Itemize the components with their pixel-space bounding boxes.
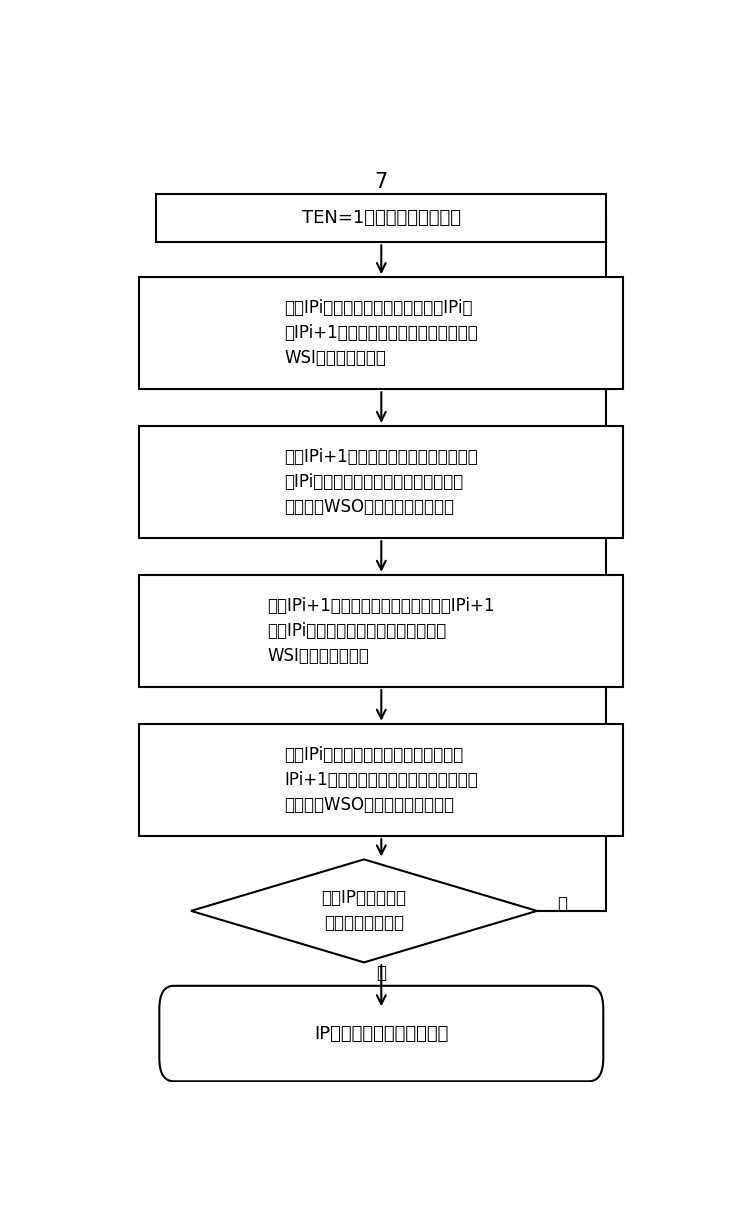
- Bar: [156, 193, 606, 242]
- Text: 选中IPi核的边缘封装单元链路，由其将
IPi+1核通过互连线传送来的信号移位至
系统层的WSO端，进行故障判断。: 选中IPi核的边缘封装单元链路，由其将 IPi+1核通过互连线传送来的信号移位至…: [284, 745, 478, 814]
- Text: IP核核间连线故障测试结束: IP核核间连线故障测试结束: [314, 1025, 449, 1042]
- FancyBboxPatch shape: [159, 986, 603, 1081]
- Text: 7: 7: [375, 171, 388, 191]
- Bar: [139, 277, 623, 389]
- Text: 选中IPi核的边缘封装单元链路，将IPi核
至IPi+1核的连线故障测试码由系统层的
WSI端输入该链路。: 选中IPi核的边缘封装单元链路，将IPi核 至IPi+1核的连线故障测试码由系统…: [284, 299, 478, 367]
- Text: 是: 是: [376, 964, 386, 981]
- Bar: [139, 724, 623, 835]
- Bar: [139, 426, 623, 539]
- Polygon shape: [191, 860, 537, 962]
- Text: 其它IP核核间连线
故障测试完成否？: 其它IP核核间连线 故障测试完成否？: [321, 889, 406, 933]
- Text: 选中IPi+1核的边缘封装单元链路，由其
将IPi核通过互连线传送来的信号移位至
系统层的WSO端，进行故障判断。: 选中IPi+1核的边缘封装单元链路，由其 将IPi核通过互连线传送来的信号移位至…: [284, 447, 478, 516]
- Text: 选中IPi+1核的边缘封装单元链路，将IPi+1
核至IPi核的连线故障测试码由系统层的
WSI端输入该链路。: 选中IPi+1核的边缘封装单元链路，将IPi+1 核至IPi核的连线故障测试码由…: [268, 597, 495, 665]
- Text: 否: 否: [557, 895, 567, 913]
- Bar: [139, 575, 623, 687]
- Text: TEN=1，进入测试工作状态: TEN=1，进入测试工作状态: [302, 209, 461, 227]
